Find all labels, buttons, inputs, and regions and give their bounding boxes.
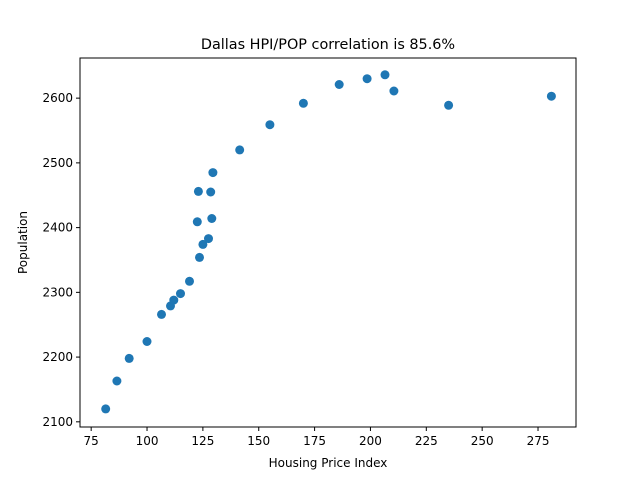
x-tick-label: 100 bbox=[136, 434, 159, 448]
data-point bbox=[298, 98, 308, 108]
data-point bbox=[185, 276, 194, 286]
y-axis-ticks: 2100 2200 2300 2400 2500 2600 bbox=[42, 91, 80, 429]
data-point bbox=[380, 70, 390, 80]
data-point bbox=[444, 100, 454, 110]
data-point bbox=[112, 376, 122, 386]
data-point bbox=[207, 214, 217, 223]
data-point bbox=[101, 404, 111, 414]
x-axis-label: Housing Price Index bbox=[269, 456, 388, 470]
y-tick-label: 2400 bbox=[42, 221, 73, 235]
y-tick-label: 2300 bbox=[42, 285, 73, 299]
data-point bbox=[235, 145, 245, 155]
data-point bbox=[124, 353, 134, 363]
x-tick-label: 125 bbox=[191, 434, 214, 448]
x-tick-label: 175 bbox=[303, 434, 326, 448]
data-points bbox=[101, 70, 556, 414]
y-tick-label: 2600 bbox=[42, 91, 73, 105]
data-point bbox=[206, 187, 216, 197]
data-point bbox=[142, 337, 152, 346]
data-point bbox=[176, 289, 185, 299]
data-point bbox=[362, 74, 372, 84]
data-point bbox=[389, 86, 399, 96]
x-tick-label: 200 bbox=[359, 434, 382, 448]
x-axis-ticks: 75 100 125 150 175 200 225 250 275 bbox=[84, 427, 550, 448]
data-point bbox=[546, 91, 556, 101]
y-tick-label: 2100 bbox=[42, 415, 73, 429]
data-point bbox=[193, 186, 203, 196]
data-point bbox=[265, 120, 275, 130]
data-point bbox=[169, 295, 179, 305]
x-tick-label: 150 bbox=[247, 434, 270, 448]
data-point bbox=[334, 80, 344, 89]
data-point bbox=[192, 217, 202, 227]
y-tick-label: 2500 bbox=[42, 156, 73, 170]
data-point bbox=[157, 309, 166, 319]
data-point bbox=[195, 252, 204, 262]
x-tick-label: 275 bbox=[527, 434, 550, 448]
data-point bbox=[198, 239, 208, 249]
x-tick-label: 75 bbox=[84, 434, 99, 448]
plot-area-frame bbox=[79, 57, 577, 428]
y-tick-label: 2200 bbox=[42, 350, 73, 364]
y-axis-label: Population bbox=[16, 211, 30, 274]
x-tick-label: 225 bbox=[415, 434, 438, 448]
data-point bbox=[208, 168, 218, 178]
data-point bbox=[204, 234, 213, 244]
chart-title: Dallas HPI/POP correlation is 85.6% bbox=[201, 37, 455, 53]
x-tick-label: 250 bbox=[471, 434, 494, 448]
